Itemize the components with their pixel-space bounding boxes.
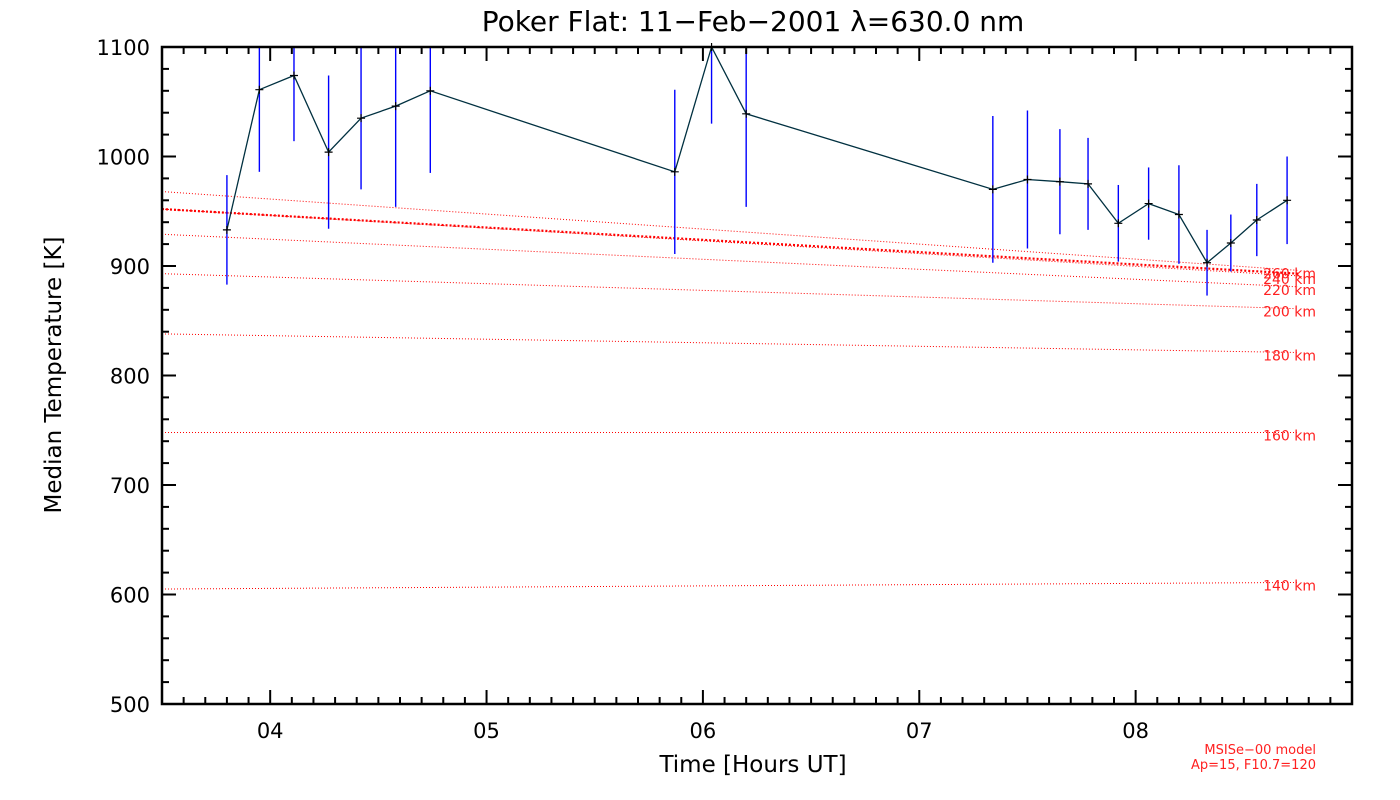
- x-tick-label: 04: [257, 719, 284, 743]
- data-point: [391, 102, 400, 111]
- data-point: [1283, 196, 1292, 205]
- x-tick-label: 06: [690, 719, 717, 743]
- data-point: [289, 71, 298, 80]
- data-point: [670, 167, 679, 176]
- y-tick-label: 600: [110, 584, 150, 608]
- data-point: [426, 86, 435, 95]
- model-curve-260-km: [161, 191, 1298, 271]
- x-tick-label: 08: [1122, 719, 1149, 743]
- model-curve-label: 140 km: [1263, 578, 1316, 594]
- model-curve-highlight: [161, 207, 1298, 275]
- x-tick-label: 07: [906, 719, 933, 743]
- data-point: [1055, 177, 1064, 186]
- data-point: [742, 109, 751, 118]
- data-point: [1252, 216, 1261, 225]
- data-point: [357, 114, 366, 123]
- model-curve-label: 240 km: [1263, 272, 1316, 288]
- y-tick-label: 800: [110, 365, 150, 389]
- y-tick-label: 1000: [97, 146, 150, 170]
- model-curve-200-km: [161, 273, 1298, 310]
- x-axis-title: Time [Hours UT]: [658, 752, 846, 778]
- data-point: [1174, 210, 1183, 219]
- data-point: [1203, 258, 1212, 267]
- data-point: [1084, 179, 1093, 188]
- model-curve-140-km: [161, 581, 1298, 590]
- y-tick-label: 900: [110, 255, 150, 279]
- chart-title: Poker Flat: 11−Feb−2001 λ=630.0 nm: [482, 5, 1025, 38]
- model-curve-label: 260 km: [1263, 266, 1316, 282]
- plot-frame: [160, 45, 1354, 706]
- data-series-layer: [222, 43, 1292, 296]
- data-point: [988, 185, 997, 194]
- y-tick-label: 700: [110, 474, 150, 498]
- model-curve-220-km: [161, 233, 1298, 288]
- data-point: [324, 148, 333, 157]
- data-series-line: [226, 45, 1288, 264]
- y-tick-label: 500: [110, 693, 150, 717]
- data-point: [255, 85, 264, 94]
- data-point: [1144, 199, 1153, 208]
- model-curve-label: 200 km: [1263, 305, 1316, 321]
- data-point: [1226, 239, 1235, 248]
- y-axis-title: Median Temperature [K]: [41, 237, 67, 514]
- data-point: [1114, 219, 1123, 228]
- model-note-line: MSISe−00 model: [1204, 743, 1316, 758]
- x-tick-label: 05: [473, 719, 500, 743]
- model-note-line: Ap=15, F10.7=120: [1191, 758, 1316, 773]
- model-curve-label: 180 km: [1263, 349, 1316, 365]
- model-curve-label: 160 km: [1263, 428, 1316, 444]
- data-point: [222, 225, 231, 234]
- model-curve-label: 220 km: [1263, 283, 1316, 299]
- plot-frame-layer: 04 05 06 07 08 500 600 700 800 900 1000 1100: [97, 36, 1354, 743]
- model-curve-180-km: [161, 333, 1298, 354]
- y-tick-label: 1100: [97, 36, 150, 60]
- data-point: [1023, 175, 1032, 184]
